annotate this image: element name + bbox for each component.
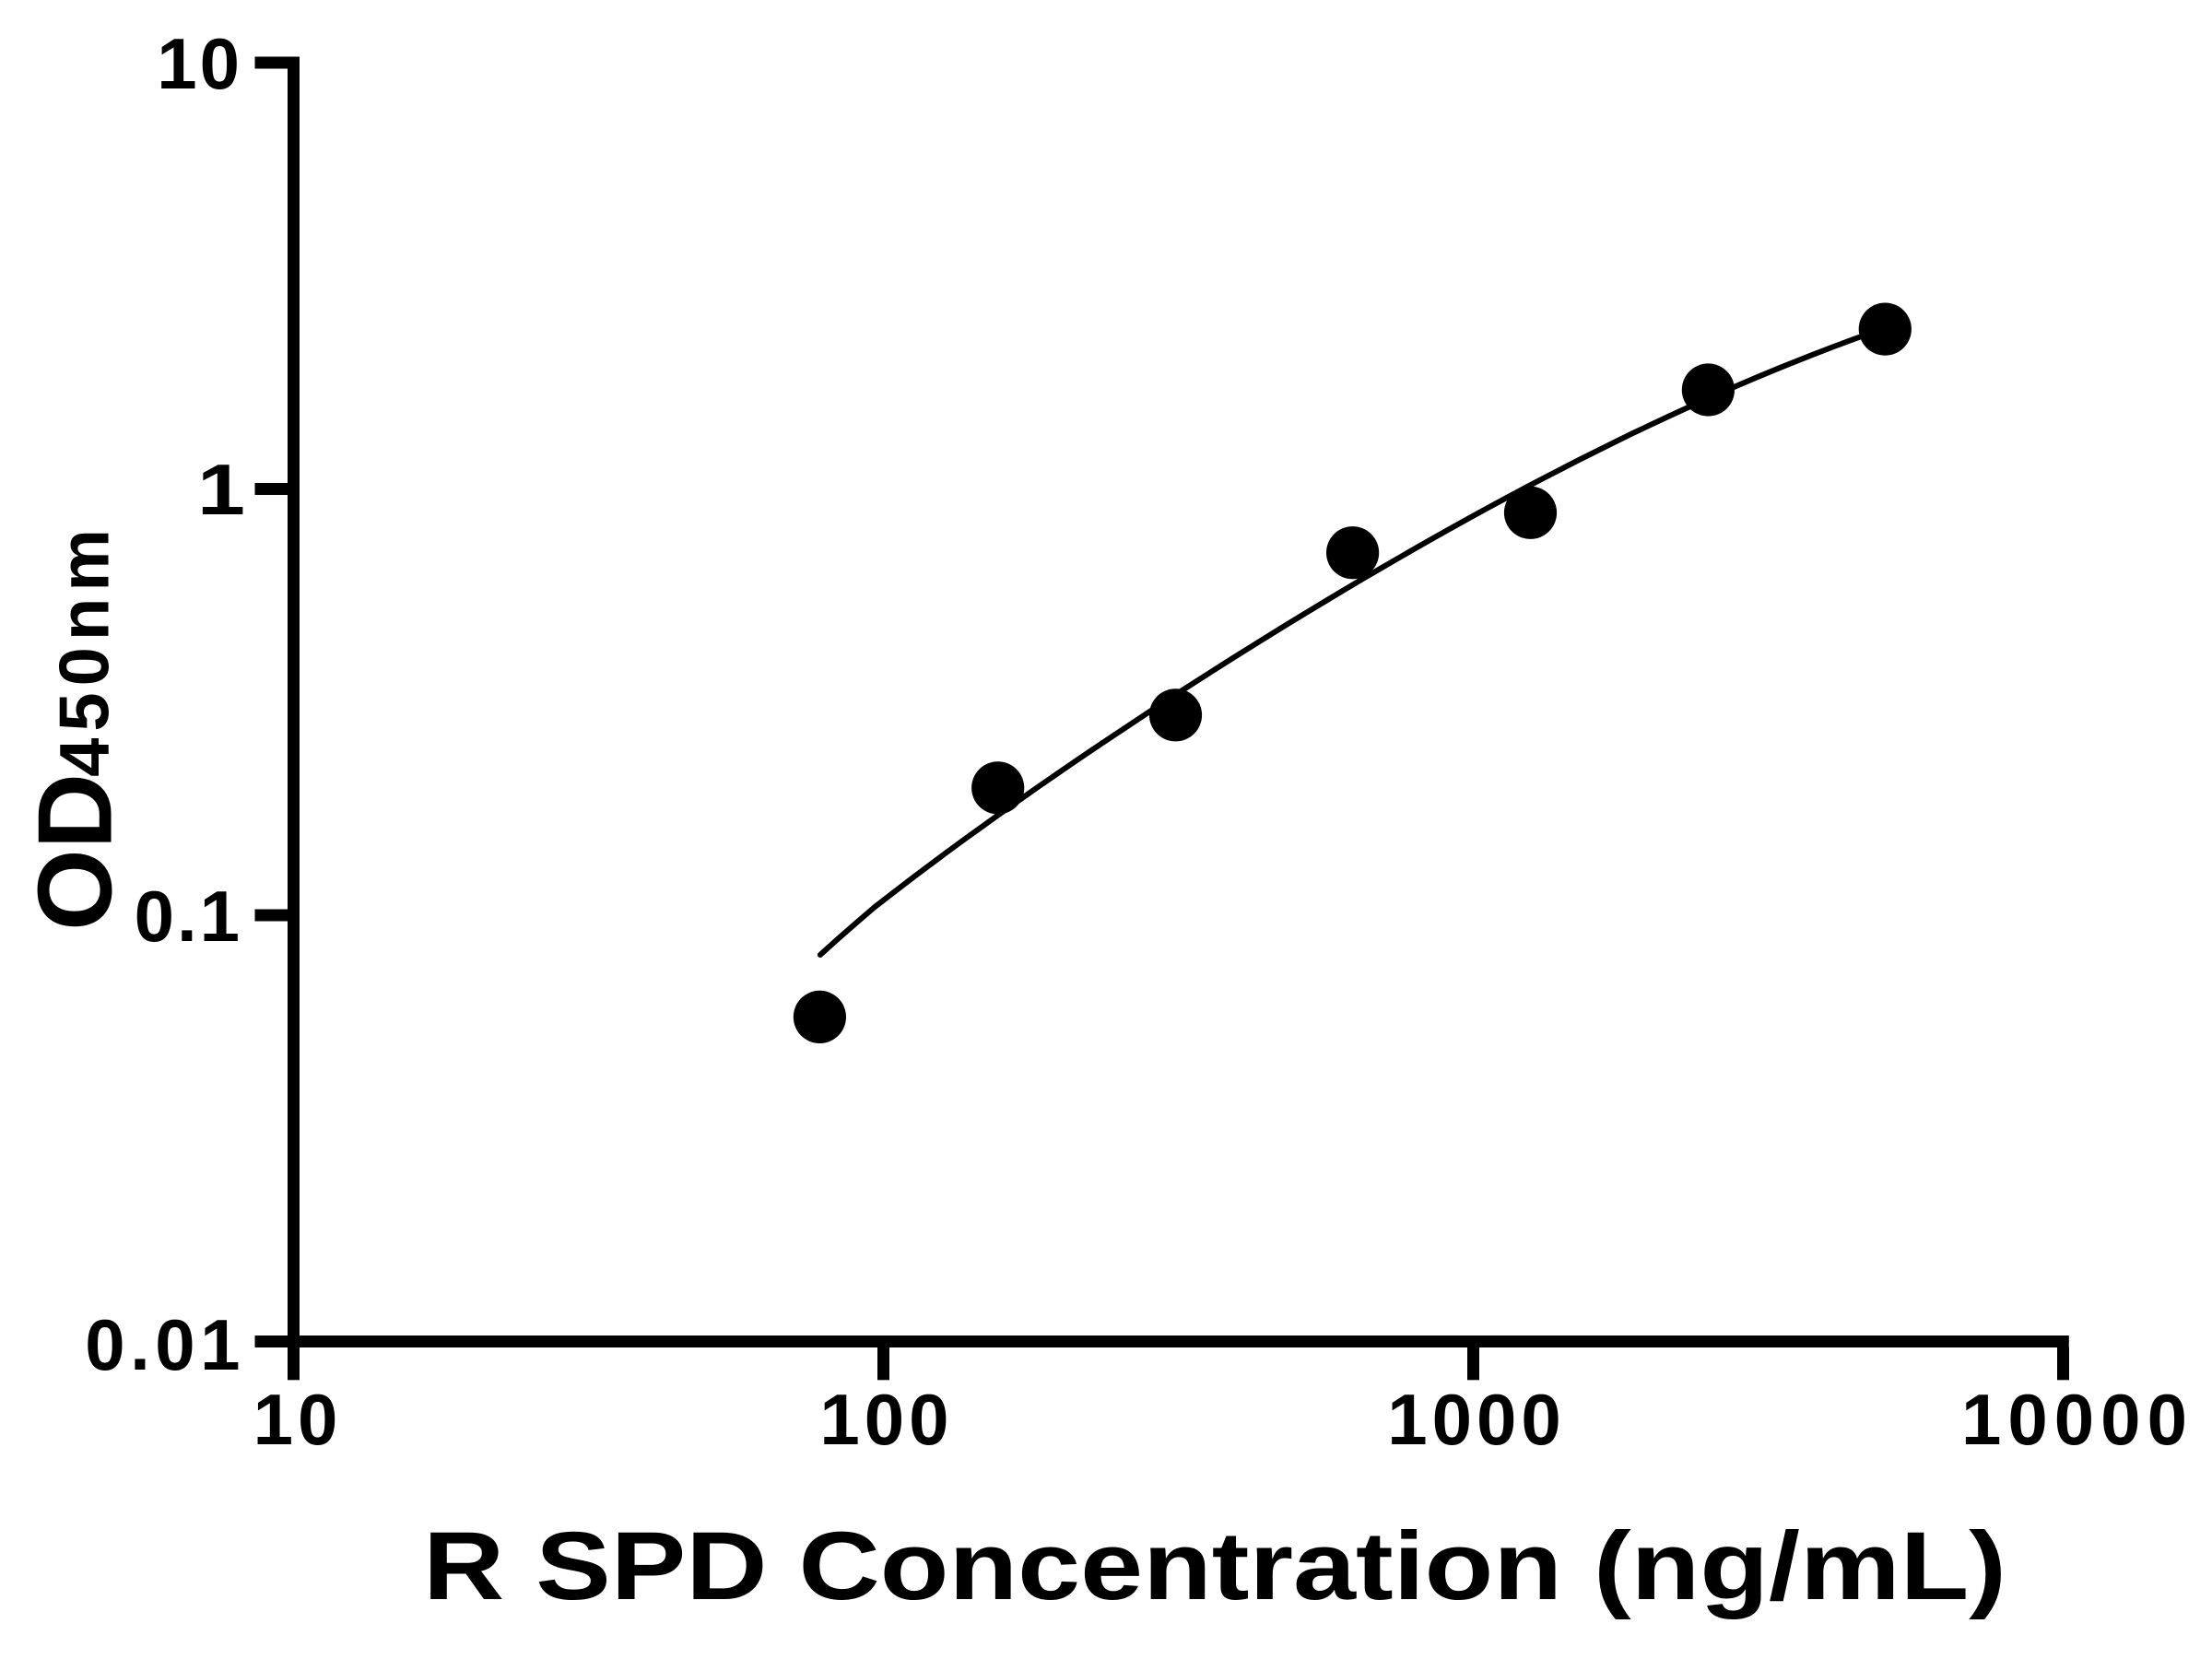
svg-text:0.01: 0.01	[85, 1304, 245, 1385]
svg-text:100: 100	[819, 1379, 953, 1460]
svg-text:10: 10	[253, 1379, 343, 1460]
svg-text:10000: 10000	[1961, 1379, 2194, 1460]
svg-text:1000: 1000	[1387, 1379, 1566, 1460]
svg-text:10: 10	[157, 23, 242, 104]
svg-text:1: 1	[197, 449, 245, 530]
svg-text:R SPD Concentration (ng/mL): R SPD Concentration (ng/mL)	[423, 1512, 2006, 1620]
svg-text:OD450nm: OD450nm	[18, 523, 135, 931]
svg-text:0.1: 0.1	[135, 876, 242, 957]
